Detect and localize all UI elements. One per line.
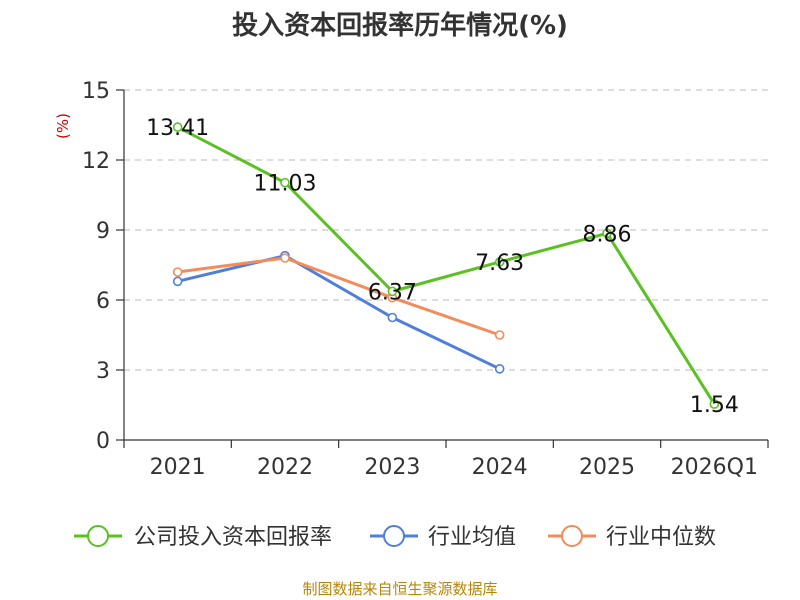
legend-marker <box>87 525 109 547</box>
series-line <box>176 125 716 406</box>
legend: 公司投入资本回报率 行业均值 行业中位数 <box>74 525 716 550</box>
x-tick-label: 2026Q1 <box>671 455 758 480</box>
source-note: 制图数据来自恒生聚源数据库 <box>302 580 497 598</box>
data-point <box>602 228 612 239</box>
data-point <box>387 286 398 297</box>
y-axis-unit-label: (%) <box>54 113 72 139</box>
legend-label: 行业中位数 <box>606 525 716 550</box>
data-point <box>494 330 505 340</box>
data-point <box>280 177 290 188</box>
legend-label: 行业均值 <box>428 525 516 550</box>
data-labels: 13.41 11.03 6.37 7.63 8.86 1.54 <box>146 116 739 418</box>
legend-label: 公司投入资本回报率 <box>134 525 332 550</box>
legend-item: 公司投入资本回报率 <box>74 525 332 550</box>
data-point <box>494 257 505 267</box>
data-point <box>387 312 398 323</box>
legend-marker <box>383 525 405 547</box>
series-lines <box>172 122 720 409</box>
data-label: 7.63 <box>475 251 524 276</box>
data-label: 6.37 <box>368 280 417 305</box>
axes: 0 3 6 9 12 15 2021 2022 2023 2024 2025 2026Q1 <box>82 79 769 480</box>
data-point <box>172 276 183 287</box>
series-line <box>176 254 502 371</box>
data-point <box>494 364 505 374</box>
data-label: 13.41 <box>146 116 209 141</box>
data-label: 1.54 <box>690 393 739 418</box>
x-tick-label: 2021 <box>150 455 206 480</box>
x-tick-label: 2023 <box>364 455 420 480</box>
y-tick-label: 3 <box>96 359 110 384</box>
legend-item: 行业中位数 <box>548 525 716 550</box>
data-point <box>172 122 183 132</box>
series-line <box>176 256 502 337</box>
chart-title: 投入资本回报率历年情况(%) <box>232 10 568 41</box>
data-point <box>709 399 720 409</box>
x-tick-label: 2025 <box>579 455 635 480</box>
grid-lines <box>124 89 768 371</box>
y-tick-label: 12 <box>82 149 110 174</box>
y-tick-label: 6 <box>96 289 110 314</box>
y-tick-label: 0 <box>96 429 110 454</box>
legend-item: 行业均值 <box>370 525 516 550</box>
data-point <box>172 267 183 277</box>
y-tick-label: 9 <box>96 219 110 244</box>
data-label: 8.86 <box>583 222 632 247</box>
data-label: 11.03 <box>254 172 317 197</box>
y-tick-label: 15 <box>82 79 110 104</box>
data-point <box>280 253 290 263</box>
legend-marker <box>561 525 583 547</box>
x-tick-label: 2022 <box>257 455 313 480</box>
x-tick-label: 2024 <box>472 455 528 480</box>
